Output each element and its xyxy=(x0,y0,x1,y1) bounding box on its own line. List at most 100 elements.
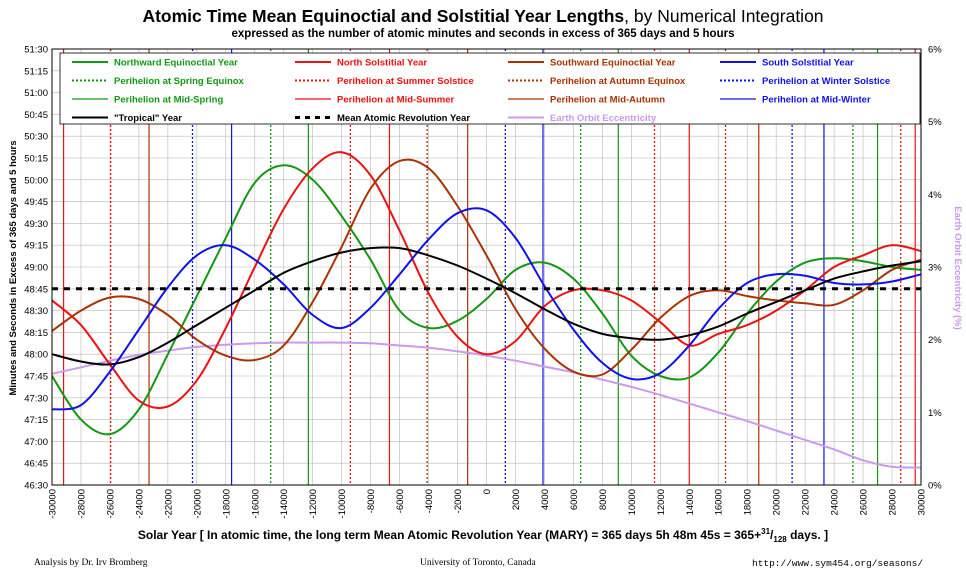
series-line-1 xyxy=(51,151,922,410)
x-tick-label: -20000 xyxy=(192,489,203,519)
y-right-tick-label: 0% xyxy=(928,481,942,492)
x-tick-label: -24000 xyxy=(134,489,145,519)
y-tick-label: 47:15 xyxy=(24,415,48,426)
footer-author: Analysis by Dr. Irv Bromberg xyxy=(34,558,148,568)
y-tick-label: 50:15 xyxy=(24,154,48,165)
legend-label: Mean Atomic Revolution Year xyxy=(337,113,470,124)
x-tick-label: -2000 xyxy=(453,489,464,513)
y-tick-label: 51:15 xyxy=(24,66,48,77)
y-tick-label: 50:00 xyxy=(24,175,48,186)
y-tick-label: 49:30 xyxy=(24,219,48,230)
x-axis-ticks: -30000 -28000 -26000 -24000 -22000 -20000 -180… xyxy=(48,489,928,519)
y-tick-label: 49:15 xyxy=(24,241,48,252)
x-tick-label: -14000 xyxy=(279,489,290,519)
legend-label: Perihelion at Summer Solstice xyxy=(337,76,474,87)
y-tick-label: 51:00 xyxy=(24,88,48,99)
y-axis-ticks: 46:30 46:45 47:00 47:15 47:30 47:45 48:00 48:15… xyxy=(24,45,48,492)
chart-title-bold: Atomic Time Mean Equinoctial and Solstit… xyxy=(142,6,625,26)
y-tick-label: 51:30 xyxy=(24,45,48,56)
x-tick-label: 18000 xyxy=(743,489,754,515)
y-tick-label: 49:45 xyxy=(24,197,48,208)
y-tick-label: 48:15 xyxy=(24,328,48,339)
y-right-tick-label: 3% xyxy=(928,263,942,274)
y-tick-label: 48:45 xyxy=(24,284,48,295)
plot-border xyxy=(51,48,922,486)
x-tick-label: 10000 xyxy=(627,489,638,515)
legend-box xyxy=(59,52,921,125)
x-tick-label: -12000 xyxy=(308,489,319,519)
series-group xyxy=(51,151,922,469)
x-tick-label: -10000 xyxy=(337,489,348,519)
x-tick-label: 28000 xyxy=(888,489,899,515)
y-tick-label: 48:30 xyxy=(24,306,48,317)
x-tick-label: 16000 xyxy=(714,489,725,515)
chart-subtitle: expressed as the number of atomic minute… xyxy=(231,28,735,40)
x-tick-label: -30000 xyxy=(48,489,59,519)
x-tick-label: -4000 xyxy=(424,489,435,513)
y-tick-label: 46:30 xyxy=(24,481,48,492)
x-tick-label: 22000 xyxy=(801,489,812,515)
x-axis-label-sub: 128 xyxy=(773,535,787,544)
x-tick-label: 4000 xyxy=(540,489,551,510)
series-line-0 xyxy=(51,164,922,436)
legend: Northward Equinoctial Year North Solstiti… xyxy=(59,52,921,125)
x-tick-label: -28000 xyxy=(76,489,87,519)
y-right-tick-label: 5% xyxy=(928,117,942,128)
x-tick-label: 6000 xyxy=(569,489,580,510)
x-axis-label: Solar Year [ In atomic time, the long te… xyxy=(138,527,828,544)
x-tick-label: 8000 xyxy=(598,489,609,510)
legend-label: "Tropical" Year xyxy=(114,113,182,124)
x-axis-label-end: days. ] xyxy=(787,528,828,542)
y-tick-label: 49:00 xyxy=(24,263,48,274)
y-right-tick-label: 4% xyxy=(928,190,942,201)
y-right-axis-ticks: 0% 1% 2% 3% 4% 5% 6% xyxy=(928,45,942,492)
y-tick-label: 47:00 xyxy=(24,437,48,448)
x-tick-label: 24000 xyxy=(830,489,841,515)
legend-label: Perihelion at Spring Equinox xyxy=(114,76,245,87)
x-axis-label-slash: / xyxy=(770,528,774,542)
y-tick-label: 50:30 xyxy=(24,132,48,143)
x-tick-label: -8000 xyxy=(366,489,377,513)
y-tick-label: 48:00 xyxy=(24,350,48,361)
x-tick-label: 0 xyxy=(482,489,493,494)
footer-university: University of Toronto, Canada xyxy=(420,558,536,568)
x-axis-label-sup: 31 xyxy=(761,527,770,536)
x-axis-label-main: Solar Year [ In atomic time, the long te… xyxy=(138,528,761,542)
legend-label: North Solstitial Year xyxy=(337,58,427,69)
legend-label: Southward Equinoctial Year xyxy=(550,58,676,69)
footer-url[interactable]: http://www.sym454.org/seasons/ xyxy=(752,558,924,569)
series-line-2 xyxy=(51,158,922,378)
y-tick-label: 46:45 xyxy=(24,459,48,470)
legend-label: Perihelion at Mid-Autumn xyxy=(550,95,665,106)
legend-label: Perihelion at Winter Solstice xyxy=(762,76,890,87)
y-tick-label: 47:30 xyxy=(24,393,48,404)
legend-label: Perihelion at Mid-Spring xyxy=(114,95,223,106)
x-tick-label: -26000 xyxy=(105,489,116,519)
legend-label: South Solstitial Year xyxy=(762,58,854,69)
legend-label: Northward Equinoctial Year xyxy=(114,58,238,69)
y-right-axis-label: Earth Orbit Eccentricity (%) xyxy=(952,206,963,330)
legend-label: Perihelion at Mid-Winter xyxy=(762,95,871,106)
legend-label: Earth Orbit Eccentricity xyxy=(550,113,657,124)
x-tick-label: -16000 xyxy=(250,489,261,519)
x-tick-label: -22000 xyxy=(163,489,174,519)
x-tick-label: -6000 xyxy=(395,489,406,513)
x-tick-label: 14000 xyxy=(685,489,696,515)
x-tick-label: -18000 xyxy=(221,489,232,519)
y-tick-label: 47:45 xyxy=(24,372,48,383)
x-tick-label: 26000 xyxy=(859,489,870,515)
x-tick-label: 2000 xyxy=(511,489,522,510)
x-tick-label: 20000 xyxy=(772,489,783,515)
series-line-4 xyxy=(51,246,922,366)
legend-label: Perihelion at Mid-Summer xyxy=(337,95,454,106)
legend-label: Perihelion at Autumn Equinox xyxy=(550,76,686,87)
y-right-tick-label: 6% xyxy=(928,45,942,56)
x-tick-label: 30000 xyxy=(917,489,928,515)
y-right-tick-label: 2% xyxy=(928,335,942,346)
y-right-tick-label: 1% xyxy=(928,408,942,419)
chart-title: Atomic Time Mean Equinoctial and Solstit… xyxy=(0,6,966,27)
series-line-eccentricity xyxy=(51,341,922,469)
y-tick-label: 50:45 xyxy=(24,110,48,121)
series-line-3 xyxy=(51,207,922,411)
